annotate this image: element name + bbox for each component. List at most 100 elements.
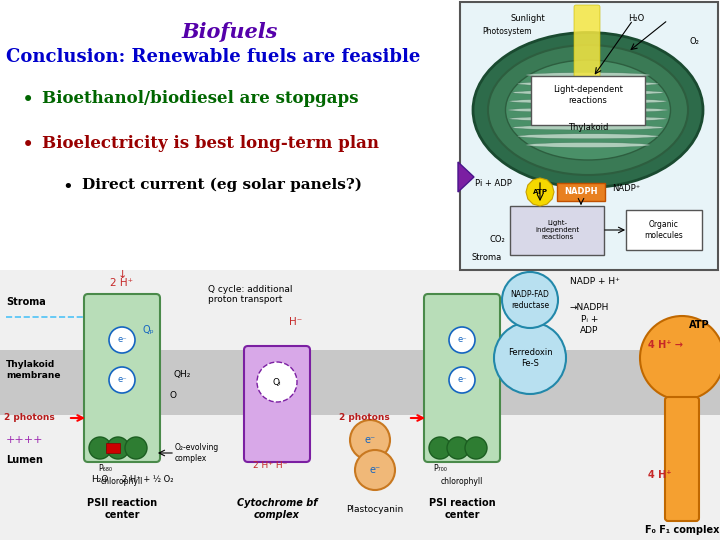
- Circle shape: [107, 437, 129, 459]
- Text: H₂O: H₂O: [91, 475, 109, 484]
- Ellipse shape: [505, 60, 670, 160]
- Text: Pᵢ +
ADP: Pᵢ + ADP: [580, 315, 598, 335]
- Text: P₆₈₀: P₆₈₀: [98, 464, 112, 473]
- Text: Conclusion: Renewable fuels are feasible: Conclusion: Renewable fuels are feasible: [6, 48, 420, 66]
- Ellipse shape: [518, 81, 658, 86]
- Text: PSII reaction
center: PSII reaction center: [87, 498, 157, 519]
- Text: chlorophyll: chlorophyll: [441, 477, 483, 486]
- Text: Bioethanol/biodiesel are stopgaps: Bioethanol/biodiesel are stopgaps: [42, 90, 359, 107]
- FancyBboxPatch shape: [531, 76, 645, 125]
- Ellipse shape: [518, 134, 658, 139]
- Circle shape: [449, 327, 475, 353]
- Circle shape: [109, 327, 135, 353]
- FancyBboxPatch shape: [0, 270, 720, 540]
- Text: NADP + H⁺: NADP + H⁺: [570, 278, 620, 287]
- FancyBboxPatch shape: [244, 346, 310, 462]
- Ellipse shape: [488, 45, 688, 175]
- Text: F₀ F₁ complex: F₀ F₁ complex: [645, 525, 719, 535]
- FancyBboxPatch shape: [0, 350, 720, 415]
- Circle shape: [449, 367, 475, 393]
- FancyBboxPatch shape: [626, 210, 702, 250]
- Text: e⁻: e⁻: [364, 435, 376, 445]
- FancyBboxPatch shape: [557, 183, 605, 201]
- Text: 4 H⁺: 4 H⁺: [648, 470, 672, 480]
- Text: 2 H⁺: 2 H⁺: [110, 278, 134, 288]
- Text: CO₂: CO₂: [490, 235, 505, 245]
- Polygon shape: [458, 162, 474, 192]
- Text: Organic
molecules: Organic molecules: [644, 220, 683, 240]
- Text: Light-
independent
reactions: Light- independent reactions: [535, 220, 579, 240]
- Text: ATP: ATP: [533, 189, 547, 195]
- Ellipse shape: [526, 72, 649, 78]
- Text: Thylakoid
membrane: Thylakoid membrane: [6, 360, 60, 380]
- Text: QH₂: QH₂: [174, 370, 192, 380]
- Text: ↓: ↓: [117, 270, 127, 280]
- Ellipse shape: [512, 125, 664, 130]
- Circle shape: [125, 437, 147, 459]
- Text: e⁻: e⁻: [117, 375, 127, 384]
- Text: 2 photons: 2 photons: [339, 414, 390, 422]
- Text: Plastocyanin: Plastocyanin: [346, 505, 404, 514]
- FancyBboxPatch shape: [665, 397, 699, 521]
- Text: 4 H⁺ →: 4 H⁺ →: [648, 340, 683, 350]
- FancyBboxPatch shape: [460, 2, 718, 270]
- FancyBboxPatch shape: [84, 294, 160, 462]
- Text: Q cycle: additional
proton transport: Q cycle: additional proton transport: [208, 285, 292, 305]
- Text: Qᵢ: Qᵢ: [273, 377, 282, 387]
- Circle shape: [89, 437, 111, 459]
- Text: e⁻: e⁻: [369, 465, 381, 475]
- Circle shape: [502, 272, 558, 328]
- Circle shape: [257, 362, 297, 402]
- Text: chlorophyll: chlorophyll: [101, 477, 143, 486]
- Text: ++++: ++++: [6, 435, 43, 445]
- FancyBboxPatch shape: [424, 294, 500, 462]
- Circle shape: [109, 367, 135, 393]
- Text: •: •: [22, 90, 35, 110]
- Text: e⁻: e⁻: [457, 335, 467, 345]
- Text: H₂O: H₂O: [628, 14, 644, 23]
- FancyBboxPatch shape: [574, 5, 600, 79]
- Text: Ferredoxin
Fe-S: Ferredoxin Fe-S: [508, 348, 552, 368]
- Text: P₇₀₀: P₇₀₀: [433, 464, 447, 473]
- Text: O₂-evolving
complex: O₂-evolving complex: [175, 443, 220, 463]
- Text: O: O: [170, 390, 177, 400]
- Text: NADPH: NADPH: [564, 187, 598, 197]
- FancyBboxPatch shape: [106, 443, 120, 453]
- Text: Stroma: Stroma: [6, 297, 46, 307]
- Text: O₂: O₂: [690, 37, 700, 46]
- Text: Stroma: Stroma: [472, 253, 503, 261]
- Text: NADP-FAD
reductase: NADP-FAD reductase: [510, 291, 549, 310]
- Text: ATP: ATP: [689, 320, 710, 330]
- Ellipse shape: [509, 99, 667, 104]
- Text: 2 H⁺ + ½ O₂: 2 H⁺ + ½ O₂: [122, 475, 174, 484]
- Text: PSI reaction
center: PSI reaction center: [428, 498, 495, 519]
- Ellipse shape: [512, 90, 664, 95]
- Text: H⁻: H⁻: [289, 317, 302, 327]
- Text: •: •: [22, 135, 35, 155]
- Text: Photosystem: Photosystem: [482, 27, 531, 36]
- Text: e⁻: e⁻: [117, 335, 127, 345]
- Text: →NADPH: →NADPH: [570, 303, 609, 313]
- Text: Thylakoid: Thylakoid: [568, 124, 608, 132]
- Text: Cytochrome bf
complex: Cytochrome bf complex: [237, 498, 318, 519]
- Circle shape: [355, 450, 395, 490]
- Circle shape: [447, 437, 469, 459]
- Text: e⁻: e⁻: [457, 375, 467, 384]
- FancyBboxPatch shape: [510, 206, 604, 255]
- Circle shape: [350, 420, 390, 460]
- Circle shape: [640, 316, 720, 400]
- Text: 2 H⁺ H⁻: 2 H⁺ H⁻: [253, 461, 287, 469]
- Ellipse shape: [526, 143, 649, 147]
- Ellipse shape: [473, 32, 703, 187]
- Text: Pi + ADP: Pi + ADP: [475, 179, 512, 188]
- Circle shape: [494, 322, 566, 394]
- Text: Bioelectricity is best long-term plan: Bioelectricity is best long-term plan: [42, 135, 379, 152]
- Text: Biofuels: Biofuels: [182, 22, 278, 42]
- Text: Qₚ: Qₚ: [142, 325, 154, 335]
- Ellipse shape: [509, 116, 667, 122]
- Text: 2 photons: 2 photons: [4, 414, 55, 422]
- Text: Lumen: Lumen: [6, 455, 43, 465]
- Text: •: •: [62, 178, 73, 196]
- Circle shape: [429, 437, 451, 459]
- Ellipse shape: [508, 107, 668, 112]
